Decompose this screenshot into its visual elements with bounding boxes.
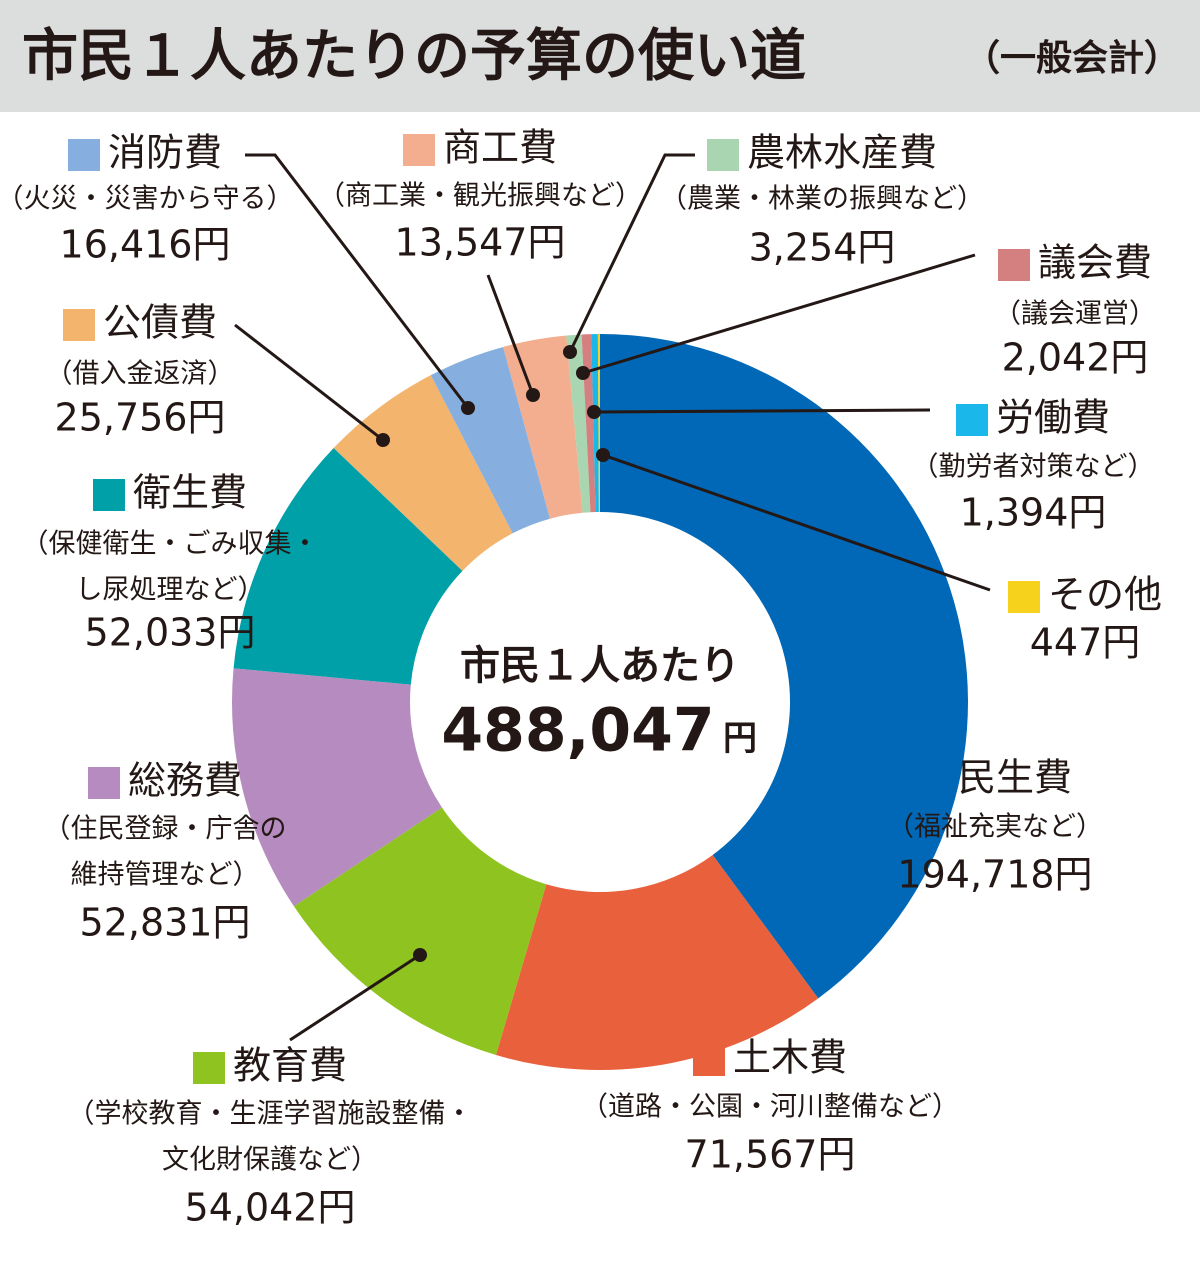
leader-dot	[413, 948, 427, 962]
value-label: 1,394円	[960, 491, 1107, 535]
slice	[600, 334, 969, 999]
chart-title-suffix: （一般会計）	[964, 38, 1180, 79]
leaders	[234, 153, 991, 1042]
value-label: 52,033円	[85, 611, 256, 655]
leader-line	[582, 253, 976, 375]
category-description: （道路・公園・河川整備など）	[581, 1092, 959, 1123]
category-name: 農林水産費	[747, 131, 937, 175]
value-label: 3,254円	[749, 226, 896, 270]
slice	[333, 375, 513, 571]
category-name: 商工費	[443, 126, 557, 170]
value-label: 52,831円	[80, 901, 251, 945]
category-name: 衛生費	[133, 471, 247, 515]
leader-dot	[563, 345, 577, 359]
leader-dot	[576, 366, 590, 380]
category-name: 公債費	[103, 301, 217, 345]
category-name: 土木費	[733, 1036, 847, 1080]
value-label: 25,756円	[55, 396, 226, 440]
category-name: 民生費	[958, 756, 1072, 800]
value-label: 447円	[1030, 621, 1141, 665]
value-label: 71,567円	[685, 1133, 856, 1177]
center-title: 市民１人あたり	[460, 643, 740, 689]
slices	[231, 334, 969, 1071]
value-label: 2,042円	[1002, 336, 1149, 380]
legend-swatch	[706, 139, 739, 171]
category-description: （借入金返済）	[46, 359, 235, 390]
leader-dot	[376, 433, 390, 447]
slice	[503, 335, 583, 519]
leader-line	[593, 408, 931, 414]
category-name: その他	[1048, 573, 1162, 617]
category-description: （福祉充実など）	[887, 812, 1103, 843]
legend-swatch	[402, 134, 435, 166]
leader-line	[234, 323, 384, 442]
category-name: 消防費	[108, 131, 222, 175]
center-value: 488,047	[441, 696, 714, 766]
category-description: （勤労者対策など）	[912, 452, 1155, 483]
category-description: 文化財保護など）	[162, 1145, 378, 1176]
legend-swatch	[87, 767, 120, 799]
value-label: 16,416円	[60, 223, 231, 267]
legend-swatch	[62, 309, 95, 341]
category-description: （学校教育・生涯学習施設整備・	[68, 1099, 473, 1130]
legend-swatch	[917, 764, 950, 796]
leader-line	[486, 274, 535, 396]
value-label: 54,042円	[185, 1186, 356, 1230]
category-name: 教育費	[233, 1044, 347, 1088]
value-label: 13,547円	[395, 221, 566, 265]
title-bar	[0, 0, 1200, 112]
leader-dot	[526, 388, 540, 402]
leader-line	[289, 953, 421, 1042]
category-description: （農業・林業の振興など）	[660, 184, 984, 215]
slice	[430, 346, 551, 534]
legend-swatch	[997, 249, 1030, 281]
category-name: 労働費	[996, 396, 1110, 440]
chart-title: 市民１人あたりの予算の使い道	[22, 24, 806, 89]
legend-swatch	[692, 1044, 725, 1076]
slice	[293, 807, 547, 1055]
category-description: （商工業・観光振興など）	[318, 181, 642, 212]
category-description: し尿処理など）	[76, 575, 265, 606]
category-description: （議会運営）	[994, 299, 1156, 330]
center-unit: 円	[723, 719, 757, 759]
legend-swatch	[192, 1052, 225, 1084]
slice	[597, 334, 600, 513]
category-description: （保健衛生・ごみ収集・	[22, 529, 319, 560]
slice	[591, 334, 599, 513]
slice	[566, 334, 591, 513]
category-description: （住民登録・庁舎の	[44, 814, 287, 845]
category-description: （火災・災害から守る）	[0, 184, 294, 215]
legend-swatch	[67, 139, 100, 171]
leader-dot	[461, 401, 475, 415]
legend-swatch	[955, 404, 988, 436]
slice	[495, 854, 819, 1071]
leader-dot	[596, 448, 610, 462]
value-label: 194,718円	[897, 853, 1092, 897]
legend-swatch	[1007, 581, 1040, 613]
leader-line	[568, 153, 695, 353]
category-description: 維持管理など）	[71, 860, 260, 891]
slice	[231, 668, 442, 907]
leader-dot	[587, 405, 601, 419]
leader-line	[245, 153, 470, 409]
slice	[233, 448, 463, 685]
leader-line	[602, 453, 991, 592]
legend-swatch	[92, 479, 125, 511]
category-name: 総務費	[128, 759, 242, 803]
category-name: 議会費	[1038, 241, 1152, 285]
